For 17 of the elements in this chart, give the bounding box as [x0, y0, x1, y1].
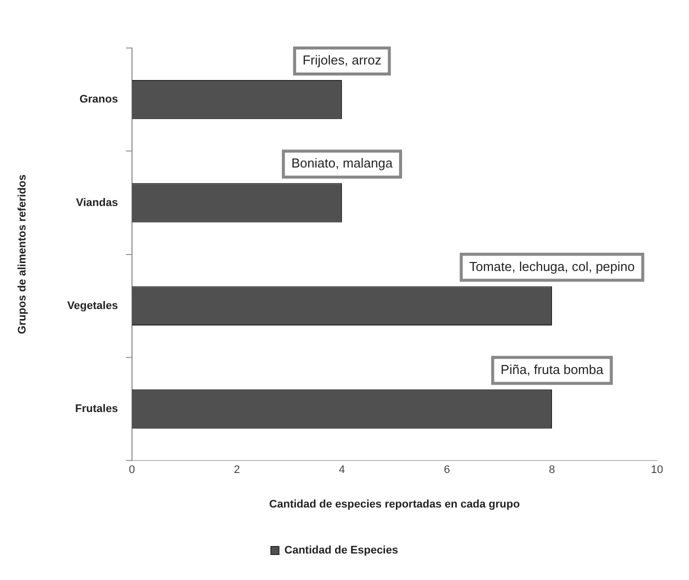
x-tick-label: 2	[234, 464, 240, 476]
y-tick-label: Viandas	[76, 196, 118, 209]
annotation: Piña, fruta bomba	[500, 362, 604, 378]
y-tick-label: Vegetales	[67, 300, 118, 312]
y-tick-label: Frutales	[75, 403, 118, 416]
annotation: Tomate, lechuga, col, pepino	[469, 258, 635, 274]
x-tick-label: 6	[444, 464, 450, 476]
x-tick-label: 0	[128, 464, 136, 476]
x-tick-label: 10	[650, 464, 664, 476]
x-tick-label: 4	[338, 464, 346, 476]
annotation: Boniato, malanga	[291, 156, 394, 171]
legend-label: Cantidad de Especies	[284, 544, 398, 557]
x-tick-label: 8	[548, 464, 556, 476]
y-tick-label: Granos	[79, 94, 118, 106]
x-axis-title: Cantidad de especies reportadas en cada grupo	[269, 498, 520, 510]
annotation: Frijoles, arroz	[302, 52, 382, 68]
y-axis-title: Grupos de alimentos referidos	[16, 174, 29, 334]
